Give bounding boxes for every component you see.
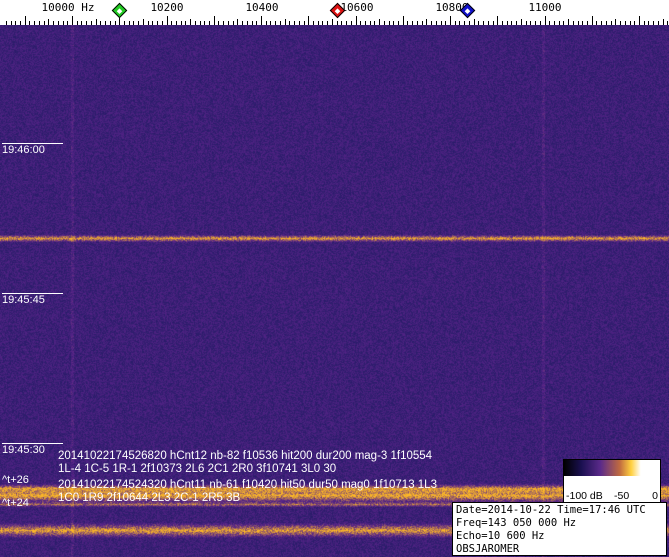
time-label: 19:46:00 bbox=[2, 143, 63, 156]
freq-label: 10000 Hz bbox=[42, 1, 95, 14]
time-tag: ^t+24 bbox=[2, 497, 29, 509]
colorbar-label: -50 bbox=[614, 490, 629, 502]
ruler-tick bbox=[261, 16, 262, 25]
ruler-tick bbox=[592, 16, 593, 25]
ruler-tick bbox=[72, 16, 73, 25]
freq-label: 10600 bbox=[340, 1, 373, 14]
ruler-tick bbox=[25, 16, 26, 25]
freq-label: 10200 bbox=[150, 1, 183, 14]
colorbar-label: -100 dB bbox=[566, 490, 603, 502]
ruler-tick bbox=[356, 16, 357, 25]
freq-label: 11000 bbox=[528, 1, 561, 14]
detection-line: 20141022174526820 hCnt12 nb-82 f10536 hi… bbox=[58, 450, 446, 476]
colorbar-label: 0 bbox=[652, 490, 658, 502]
frequency-ruler[interactable]: 10000 Hz 10200 10400 10600 10800 11000 bbox=[0, 0, 669, 25]
detection-line: 20141022174524320 hCnt11 nb-61 f10420 hi… bbox=[58, 479, 446, 505]
color-gradient bbox=[564, 460, 660, 476]
ruler-tick bbox=[450, 16, 451, 25]
info-box: Date=2014-10-22 Time=17:46 UTC Freq=143 … bbox=[452, 502, 667, 556]
ruler-tick bbox=[403, 16, 404, 25]
green-marker-icon[interactable] bbox=[112, 3, 128, 19]
color-scale[interactable]: -100 dB -50 0 bbox=[563, 459, 661, 503]
info-echo: Echo=10 600 Hz bbox=[456, 530, 663, 543]
ruler-tick bbox=[639, 16, 640, 25]
ruler-tick bbox=[308, 16, 309, 25]
info-freq: Freq=143 050 000 Hz bbox=[456, 517, 663, 530]
ruler-tick bbox=[497, 16, 498, 25]
time-label: 19:45:30 bbox=[2, 443, 63, 456]
freq-label: 10400 bbox=[245, 1, 278, 14]
ruler-tick bbox=[167, 16, 168, 25]
time-tag: ^t+26 bbox=[2, 474, 29, 486]
info-date: Date=2014-10-22 Time=17:46 UTC bbox=[456, 504, 663, 517]
time-label: 19:45:45 bbox=[2, 293, 63, 306]
ruler-tick bbox=[545, 16, 546, 25]
ruler-tick bbox=[214, 16, 215, 25]
info-observer: OBSJAROMER bbox=[456, 543, 663, 556]
